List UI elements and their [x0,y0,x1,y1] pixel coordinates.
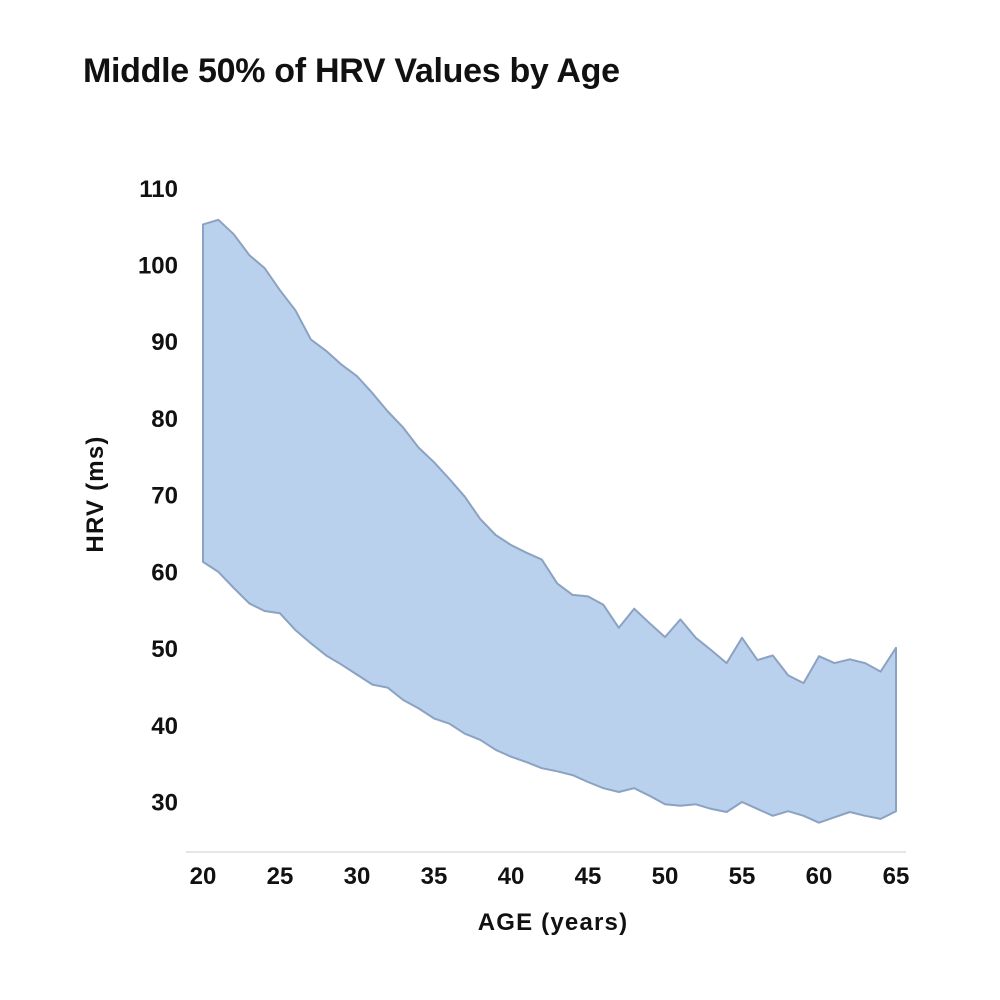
x-tick-label: 55 [729,863,756,890]
y-axis-ticks: 110 100 90 80 70 60 50 40 30 [138,176,178,817]
y-tick-label: 60 [151,559,178,586]
x-tick-label: 65 [883,863,910,890]
y-tick-label: 50 [151,636,178,663]
x-tick-label: 30 [344,863,371,890]
y-tick-label: 70 [151,483,178,510]
y-tick-label: 80 [151,406,178,433]
y-tick-label: 110 [139,176,178,203]
x-tick-label: 50 [652,863,679,890]
y-tick-label: 40 [151,713,178,740]
chart-title: Middle 50% of HRV Values by Age [83,52,620,90]
y-tick-label: 90 [151,329,178,356]
x-axis-title: AGE (years) [478,909,629,936]
y-tick-label: 100 [138,253,178,280]
x-tick-label: 20 [190,863,217,890]
x-tick-label: 35 [421,863,448,890]
x-tick-label: 40 [498,863,525,890]
y-tick-label: 30 [151,790,178,817]
y-axis-title: HRV (ms) [82,435,109,552]
x-tick-label: 25 [267,863,294,890]
x-tick-label: 45 [575,863,602,890]
x-axis-ticks: 20 25 30 35 40 45 50 55 60 65 [190,863,910,890]
hrv-band-area [202,218,897,824]
x-tick-label: 60 [806,863,833,890]
